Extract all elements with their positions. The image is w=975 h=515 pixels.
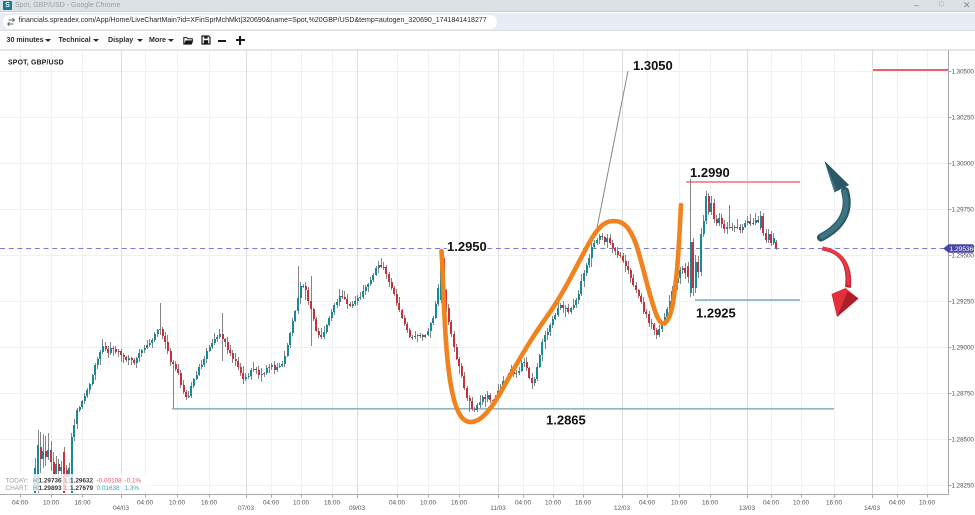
svg-text:04:00: 04:00 (389, 500, 405, 507)
svg-text:12/03: 12/03 (614, 505, 630, 510)
svg-text:10:00: 10:00 (293, 500, 309, 507)
svg-text:04:00: 04:00 (889, 500, 905, 507)
svg-text:1.3050: 1.3050 (633, 58, 673, 73)
svg-text:1.28500: 1.28500 (952, 437, 975, 444)
svg-text:1.30500: 1.30500 (952, 69, 975, 76)
svg-text:10:00: 10:00 (420, 500, 436, 507)
svg-text:1.28750: 1.28750 (952, 391, 975, 398)
svg-text:07/03: 07/03 (238, 505, 254, 510)
svg-text:1.2925: 1.2925 (696, 306, 736, 321)
svg-text:16:00: 16:00 (324, 500, 340, 507)
svg-text:16:00: 16:00 (201, 500, 217, 507)
svg-text:1.3%: 1.3% (125, 485, 140, 492)
svg-text:16:00: 16:00 (575, 500, 591, 507)
svg-text:16:00: 16:00 (826, 500, 842, 507)
svg-text:1.30000: 1.30000 (952, 161, 975, 168)
svg-text:16:00: 16:00 (451, 500, 467, 507)
svg-text:CHART:: CHART: (6, 485, 29, 492)
svg-text:10:00: 10:00 (671, 500, 687, 507)
svg-text:09/03: 09/03 (349, 505, 365, 510)
svg-text:1.29500: 1.29500 (952, 253, 975, 260)
svg-text:14/03: 14/03 (864, 505, 880, 510)
svg-text:0.01638: 0.01638 (97, 485, 121, 492)
svg-text:-0.00108: -0.00108 (97, 477, 123, 484)
svg-text:1.30250: 1.30250 (952, 115, 975, 122)
svg-text:-0.1%: -0.1% (125, 477, 142, 484)
svg-text:04:00: 04:00 (515, 500, 531, 507)
svg-text:04:00: 04:00 (639, 500, 655, 507)
svg-text:1.295360: 1.295360 (950, 246, 975, 253)
svg-text:1.2990: 1.2990 (690, 165, 730, 180)
svg-text:1.28250: 1.28250 (952, 483, 975, 490)
svg-text:1.27679: 1.27679 (70, 485, 94, 492)
svg-text:TODAY:: TODAY: (6, 477, 29, 484)
svg-text:04:00: 04:00 (763, 500, 779, 507)
svg-text:10:00: 10:00 (919, 500, 935, 507)
svg-text:1.29736: 1.29736 (39, 477, 63, 484)
svg-text:1.29250: 1.29250 (952, 299, 975, 306)
svg-text:1.29893: 1.29893 (39, 485, 63, 492)
svg-text:16:00: 16:00 (702, 500, 718, 507)
svg-text:04:00: 04:00 (12, 500, 28, 507)
svg-text:1.29750: 1.29750 (952, 207, 975, 214)
svg-text:1.2950: 1.2950 (447, 239, 487, 254)
svg-text:10:00: 10:00 (169, 500, 185, 507)
svg-text:04/03: 04/03 (113, 505, 129, 510)
svg-text:04:00: 04:00 (137, 500, 153, 507)
svg-text:1.29632: 1.29632 (70, 477, 94, 484)
svg-text:SPOT, GBP/USD: SPOT, GBP/USD (8, 60, 64, 67)
svg-text:1.29000: 1.29000 (952, 345, 975, 352)
svg-text:10:00: 10:00 (545, 500, 561, 507)
svg-text:13/03: 13/03 (739, 505, 755, 510)
svg-text:04:00: 04:00 (263, 500, 279, 507)
svg-text:16:00: 16:00 (75, 500, 91, 507)
svg-text:10:00: 10:00 (793, 500, 809, 507)
svg-text:10:00: 10:00 (43, 500, 59, 507)
svg-text:1.2865: 1.2865 (546, 413, 586, 428)
svg-text:11/03: 11/03 (490, 505, 506, 510)
